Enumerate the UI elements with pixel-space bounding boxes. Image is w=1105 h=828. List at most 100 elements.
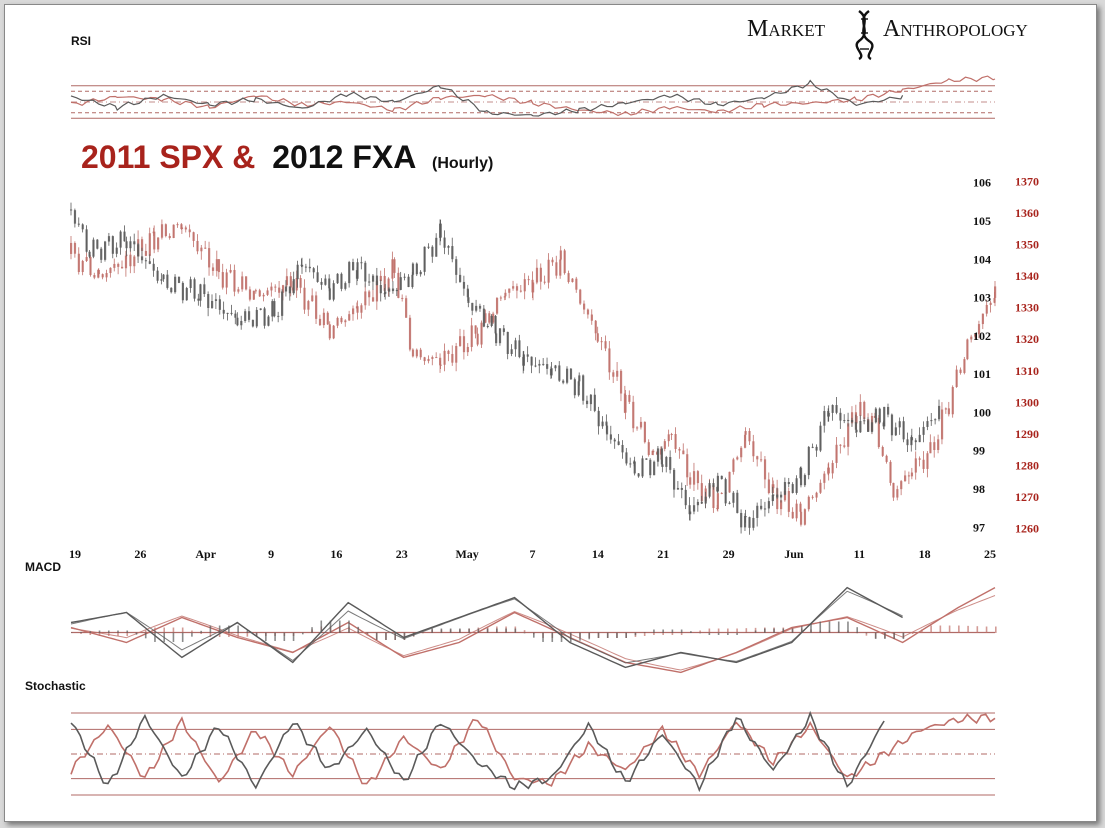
x-tick-label: Jun [784,547,804,561]
candle-body [320,281,323,285]
candle-body [554,365,557,369]
candle-body [652,450,655,453]
spx-y-tick-label: 1370 [1015,174,1039,188]
candle-body [843,420,846,422]
macd-spx-line [70,586,996,674]
candle-body [124,255,128,269]
candle-body [204,247,207,249]
macd-histogram-bar [579,632,581,641]
candle-body [889,461,892,483]
macd-histogram-bar [200,632,202,634]
candle-body [732,492,735,503]
spx-y-tick-label: 1260 [1015,522,1039,536]
spx-y-tick-label: 1290 [1015,427,1039,441]
x-tick-label: 14 [592,547,604,561]
candle-body [277,315,280,317]
macd-histogram-bar [736,628,738,633]
x-tick-label: 18 [919,547,931,561]
macd-histogram-bar [727,628,729,633]
candle-body [575,278,578,290]
candle-body [447,246,450,248]
macd-histogram-bar [440,628,443,633]
candle-body [716,475,719,492]
candle-body [914,440,917,443]
chart-title: 2011 SPX & 2012 FXA (Hourly) [81,139,493,175]
candle-body [776,494,779,498]
candle-body [415,349,418,357]
candle-body [451,353,454,363]
candle-body [799,467,803,486]
candle-body [981,313,985,325]
macd-histogram-bar [163,627,165,633]
candle-body [478,305,482,309]
candle-body [692,505,696,512]
candle-body [423,357,426,362]
macd-histogram-bar [246,630,249,633]
candle-body [894,427,897,436]
candle-body [787,491,790,512]
candle-body [344,283,347,289]
fxa-y-tick-label: 100 [973,405,991,419]
candle-body [176,224,179,226]
candle-body [379,285,382,294]
candle-body [896,489,899,498]
candle-body [819,425,822,451]
macd-histogram-bar [89,631,92,633]
candle-body [613,439,616,442]
candle-body [559,259,562,276]
candle-body [582,375,585,401]
candle-body [474,325,477,334]
candle-body [748,431,751,442]
candle-body [867,420,870,432]
candle-body [692,471,696,485]
candle-body [850,420,854,423]
candle-body [938,405,941,420]
candle-body [918,458,921,460]
candle-body [526,354,529,357]
x-tick-label: 26 [134,547,146,561]
candle-body [929,442,932,454]
candle-body [597,410,600,427]
candle-body [324,278,327,285]
candle-body [977,324,981,335]
candle-body [819,482,822,493]
candle-body [550,368,553,376]
candle-body [439,364,442,366]
candle-body [823,411,826,426]
candle-body [763,459,767,480]
candle-body [109,267,112,274]
candle-body [172,224,175,239]
candle-body [605,421,608,426]
candle-body [621,444,624,453]
candle-body [85,257,88,261]
candle-body [720,492,723,494]
macd-histogram-bar [680,629,683,633]
candle-body [225,272,228,288]
macd-histogram-bar [727,632,729,635]
candle-body [371,275,375,282]
candle-body [649,459,652,476]
macd-histogram-bar [338,620,341,633]
candle-body [892,482,895,498]
candle-body [332,325,335,339]
candle-body [940,409,944,440]
candle-body [728,502,731,504]
candle-body [383,275,386,291]
candle-body [419,271,422,275]
candle-body [506,331,509,354]
macd-histogram-bar [459,628,461,633]
candle-body [589,394,593,405]
candle-body [850,412,854,424]
macd-histogram-bar [218,632,221,637]
candle-body [123,231,126,242]
candle-body [270,286,273,291]
macd-histogram-bar [764,628,766,633]
text-layer: RSI MACD Stochastic Market Anthropology … [25,10,1028,693]
candle-body [207,294,210,308]
candle-body [740,512,743,528]
candle-body [484,313,487,323]
x-tick-label: 9 [268,547,274,561]
candle-body [304,266,308,268]
candle-body [129,254,132,267]
title-spx: 2011 SPX & [81,139,255,175]
